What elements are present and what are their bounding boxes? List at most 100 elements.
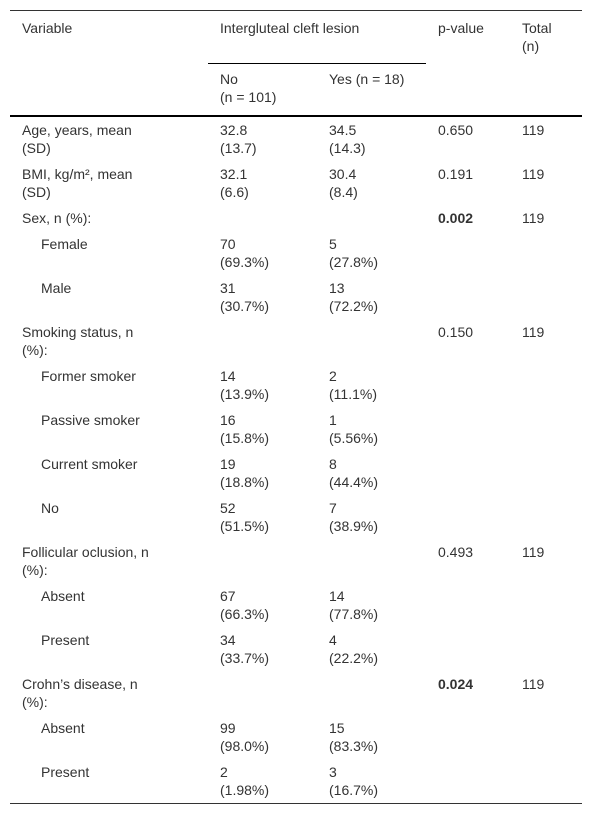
table-cell <box>317 671 426 715</box>
table-row: Female 70 (69.3%) 5 (27.8%) <box>10 231 582 275</box>
table-cell: 14 (77.8%) <box>329 588 379 622</box>
table-cell: Female <box>41 236 88 252</box>
table-row: Crohn’s disease, n (%): 0.024 119 <box>10 671 582 715</box>
table-cell: Sex, n (%): <box>22 210 92 226</box>
table-cell <box>208 671 317 715</box>
table-cell: 3 (16.7%) <box>329 764 379 798</box>
cell-text: 0.024 <box>438 676 474 692</box>
table-cell <box>317 205 426 231</box>
table-cell <box>426 583 510 627</box>
table-row: Follicular oclusion, n (%): 0.493 119 <box>10 539 582 583</box>
table-cell <box>426 759 510 804</box>
table-cell: Absent <box>41 720 85 736</box>
table-cell: 2 (11.1%) <box>329 368 377 402</box>
table-row: Passive smoker 16 (15.8%) 1 (5.56%) <box>10 407 582 451</box>
table-cell: Absent <box>41 588 85 604</box>
table-cell: Present <box>41 632 90 648</box>
table-cell <box>510 231 582 275</box>
table-cell: 19 (18.8%) <box>220 456 270 490</box>
table-row: Absent 67 (66.3%) 14 (77.8%) <box>10 583 582 627</box>
table-cell: 52 (51.5%) <box>220 500 270 534</box>
table-cell: 4 (22.2%) <box>329 632 379 666</box>
table-cell: 119 <box>522 166 545 182</box>
table-cell: 13 (72.2%) <box>329 280 379 314</box>
table-cell <box>426 231 510 275</box>
table-cell: 119 <box>522 122 545 138</box>
table-cell: 0.002 <box>426 205 510 231</box>
table-cell: Age, years, mean (SD) <box>22 122 132 156</box>
table-cell <box>208 319 317 363</box>
table-cell <box>510 407 582 451</box>
table-cell <box>426 275 510 319</box>
table-body: Age, years, mean (SD) 32.8 (13.7) 34.5 (14… <box>10 116 582 804</box>
table-cell: 70 (69.3%) <box>220 236 270 270</box>
table-row: Present 34 (33.7%) 4 (22.2%) <box>10 627 582 671</box>
table-cell <box>208 205 317 231</box>
table-cell: 0.493 <box>438 544 474 560</box>
header-cell <box>510 64 582 116</box>
table-cell <box>426 495 510 539</box>
table-cell: 99 (98.0%) <box>220 720 270 754</box>
table-row: Former smoker 14 (13.9%) 2 (11.1%) <box>10 363 582 407</box>
table-cell: 2 (1.98%) <box>220 764 270 798</box>
table-cell: 7 (38.9%) <box>329 500 379 534</box>
table-cell <box>426 715 510 759</box>
table-cell: 0.191 <box>438 166 474 182</box>
table-cell <box>510 583 582 627</box>
table-cell: 31 (30.7%) <box>220 280 270 314</box>
table-cell: 119 <box>522 324 545 340</box>
table-cell: Crohn’s disease, n (%): <box>22 676 138 710</box>
table-row: No 52 (51.5%) 7 (38.9%) <box>10 495 582 539</box>
table-cell <box>510 275 582 319</box>
header-cell: p-value <box>438 20 484 36</box>
table-cell: 16 (15.8%) <box>220 412 270 446</box>
table-cell: Male <box>41 280 72 296</box>
table-cell: 0.024 <box>426 671 510 715</box>
table-cell <box>208 539 317 583</box>
table-cell: No <box>41 500 59 516</box>
header-cell: Yes (n = 18) <box>329 71 405 87</box>
table-cell <box>426 407 510 451</box>
table-row: Current smoker 19 (18.8%) 8 (44.4%) <box>10 451 582 495</box>
table-cell: 119 <box>522 210 545 226</box>
table-cell: BMI, kg/m², mean (SD) <box>22 166 133 200</box>
table-cell: Passive smoker <box>41 412 140 428</box>
header-cell <box>10 64 208 116</box>
table-cell <box>510 759 582 804</box>
header-cell: Intergluteal cleft lesion <box>208 11 426 65</box>
table-cell: 119 <box>522 676 545 692</box>
table-cell: 8 (44.4%) <box>329 456 379 490</box>
table-cell: 34.5 (14.3) <box>329 122 366 156</box>
header-cell: Total (n) <box>522 20 552 54</box>
table-cell: Former smoker <box>41 368 136 384</box>
table-cell: 5 (27.8%) <box>329 236 379 270</box>
header-cell: No (n = 101) <box>220 71 277 105</box>
table-cell <box>426 627 510 671</box>
table-cell: 0.150 <box>438 324 474 340</box>
table-cell <box>510 363 582 407</box>
header-cell: Variable <box>22 20 73 36</box>
table-cell <box>510 451 582 495</box>
cell-text: 0.002 <box>438 210 474 226</box>
table-cell: 0.650 <box>438 122 474 138</box>
table-cell <box>510 715 582 759</box>
table-cell: Present <box>41 764 90 780</box>
table-cell: 32.1 (6.6) <box>220 166 249 200</box>
table-row: Sex, n (%): 0.002 119 <box>10 205 582 231</box>
table-cell: 15 (83.3%) <box>329 720 379 754</box>
data-table: Variable Intergluteal cleft lesion p-val… <box>10 10 582 804</box>
table-cell <box>510 495 582 539</box>
header-cell <box>426 64 510 116</box>
table-row: Male 31 (30.7%) 13 (72.2%) <box>10 275 582 319</box>
table-cell: 32.8 (13.7) <box>220 122 257 156</box>
table-cell: 119 <box>522 544 545 560</box>
table-cell <box>317 319 426 363</box>
table-cell: 67 (66.3%) <box>220 588 270 622</box>
table-cell <box>510 627 582 671</box>
table-cell <box>426 363 510 407</box>
table-cell: Current smoker <box>41 456 138 472</box>
table-cell: 34 (33.7%) <box>220 632 270 666</box>
table-row: Smoking status, n (%): 0.150 119 <box>10 319 582 363</box>
table-cell <box>426 451 510 495</box>
table-row: Absent 99 (98.0%) 15 (83.3%) <box>10 715 582 759</box>
